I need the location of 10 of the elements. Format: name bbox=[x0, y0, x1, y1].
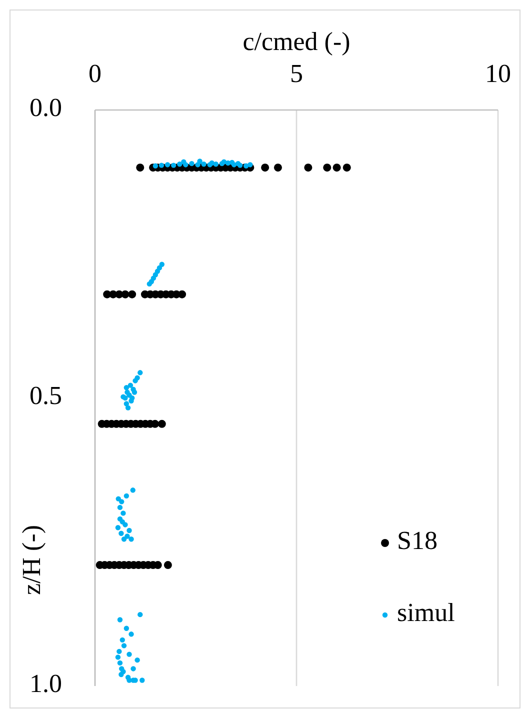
x-tick-label: 10 bbox=[485, 59, 511, 88]
y-tick-label: 0.5 bbox=[30, 380, 62, 410]
x-axis-title: c/cmed (-) bbox=[242, 27, 350, 56]
y-tick-label: 1.0 bbox=[30, 668, 62, 698]
y-axis-title: z/H (-) bbox=[17, 524, 46, 596]
legend-label: S18 bbox=[397, 526, 438, 555]
y-tick-label: 0.0 bbox=[30, 92, 62, 122]
legend-label: simul bbox=[397, 598, 455, 627]
x-tick-label: 5 bbox=[290, 59, 303, 88]
x-tick-label: 0 bbox=[88, 59, 102, 88]
